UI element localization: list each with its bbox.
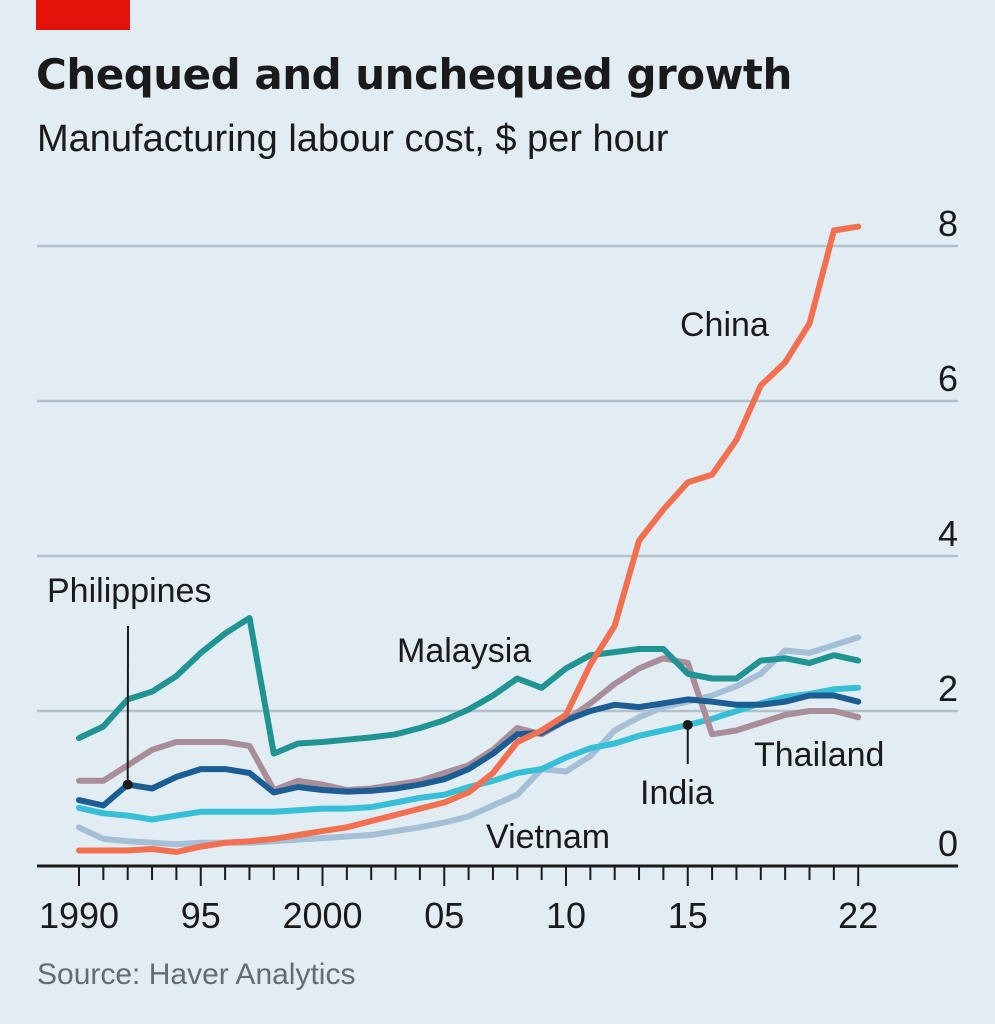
- series-line-thailand: [76, 655, 862, 793]
- series-line-china: [76, 223, 862, 855]
- series-label-malaysia: Malaysia: [397, 632, 531, 670]
- x-tick-label-2005: 05: [424, 895, 464, 936]
- x-tick-label-2015: 15: [668, 895, 708, 936]
- series-label-thailand: Thailand: [754, 736, 884, 774]
- line-chart: 0 2 4 6 8 China Malaysia Philippines Thailand In…: [37, 203, 958, 936]
- label-pointers: [122, 625, 693, 790]
- series-label-india: India: [640, 774, 714, 812]
- source-note: Source: Haver Analytics: [37, 958, 356, 991]
- series-labels: China Malaysia Philippines Thailand India Vie…: [47, 306, 884, 856]
- chart-title: Chequed and unchequed growth: [36, 50, 792, 99]
- brand-tag: [36, 0, 130, 30]
- series-line-philippines: [76, 692, 862, 809]
- india-pointer-dot: [682, 719, 693, 730]
- y-tick-label-6: 6: [938, 358, 958, 399]
- x-tick-label-1990: 1990: [39, 895, 119, 936]
- x-tick-label-2000: 2000: [282, 895, 362, 936]
- chart-subtitle: Manufacturing labour cost, $ per hour: [37, 118, 669, 160]
- y-tick-label-4: 4: [938, 513, 958, 554]
- series-line-malaysia: [76, 615, 862, 757]
- series-label-philippines: Philippines: [47, 572, 211, 610]
- series-line-india: [76, 684, 862, 823]
- series-lines: [76, 223, 862, 855]
- x-tick-label-2022: 22: [838, 895, 878, 936]
- x-tick-label-1995: 95: [181, 895, 221, 936]
- series-label-vietnam: Vietnam: [486, 818, 610, 856]
- philippines-pointer-dot: [122, 779, 133, 790]
- y-tick-label-0: 0: [938, 823, 958, 864]
- x-axis: 1990 95 2000 05 10 15 22: [37, 864, 958, 936]
- y-axis-tick-labels: 0 2 4 6 8: [938, 203, 958, 864]
- x-tick-label-2010: 10: [546, 895, 586, 936]
- series-label-china: China: [680, 306, 769, 344]
- y-tick-label-8: 8: [938, 203, 958, 244]
- y-tick-label-2: 2: [938, 668, 958, 709]
